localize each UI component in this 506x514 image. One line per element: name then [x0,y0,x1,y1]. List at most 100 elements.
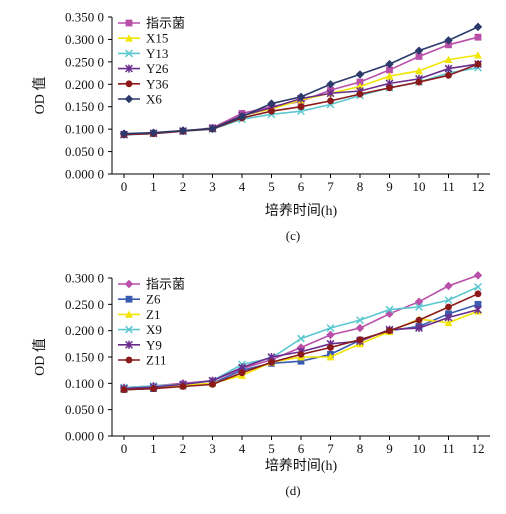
y-tick-label: 0.100 0 [65,122,104,137]
x-tick-label: 2 [180,441,187,456]
y-tick-label: 0.350 0 [65,10,104,25]
legend-marker [125,64,133,73]
data-point [444,36,453,45]
legend-item: Y36 [118,76,169,91]
data-point [474,305,482,314]
data-point [473,271,483,280]
data-point [415,53,423,60]
data-point [415,66,423,75]
data-point [474,51,482,59]
data-point [444,55,453,64]
series-line [123,274,479,389]
legend-label: Y36 [146,76,169,91]
data-point [385,72,394,80]
data-point [297,357,305,365]
data-point [178,126,188,135]
legend-marker [125,325,133,334]
data-point [327,344,334,351]
data-point [414,46,424,55]
legend-marker [124,94,134,104]
series-Z11 [120,290,482,394]
legend-marker [125,340,133,349]
data-point [473,22,483,32]
x-tick-label: 0 [121,179,128,194]
data-point [179,383,187,390]
legend-item: Y26 [118,61,169,76]
data-point [326,80,335,89]
x-tick-label: 8 [357,179,364,194]
y-tick-label: 0.200 0 [65,77,104,92]
data-point [150,385,157,392]
data-point [237,112,247,121]
legend-label: 指示菌 [146,16,185,31]
data-point [120,386,128,394]
data-point [445,303,452,311]
legend-marker [125,34,133,42]
data-point [444,281,453,291]
x-axis-label: 培养时间(h) [265,203,338,219]
data-point [208,124,217,133]
data-point [297,103,305,111]
x-tick-label: 1 [150,179,157,194]
data-point [386,327,393,335]
legend-label: X6 [146,92,162,107]
x-tick-label: 3 [209,179,216,194]
x-tick-label: 3 [209,441,216,456]
x-tick-label: 4 [239,441,246,456]
legend-label: 指示菌 [146,277,185,292]
y-tick-label: 0.250 0 [65,54,104,69]
series-X6 [119,22,483,138]
data-point [474,300,482,308]
data-point [297,334,305,343]
y-tick-label: 0.000 0 [65,167,104,182]
y-tick-label: 0.200 0 [65,323,104,338]
legend-label: X15 [146,31,168,46]
legend-item: X15 [118,31,168,46]
y-axis-label: OD 值 [32,77,48,115]
y-tick-label: 0.300 0 [65,32,104,47]
data-point [209,380,216,388]
legend-label: Z6 [146,292,161,307]
series-指示菌 [120,33,482,138]
x-tick-label: 5 [268,179,275,194]
legend-marker [124,279,134,289]
data-point [149,128,158,137]
legend-item: Z1 [118,307,160,322]
y-tick-label: 0.150 0 [65,350,104,365]
data-point [386,66,393,74]
data-point [445,71,452,79]
legend-marker [125,49,133,58]
x-tick-label: 6 [298,441,305,456]
legend-label: Y9 [146,337,162,352]
data-point [415,303,423,311]
x-tick-label: 0 [121,441,128,456]
x-tick-label: 1 [150,441,157,456]
legend-item: X9 [118,322,162,337]
data-point [414,297,424,306]
x-tick-label: 4 [239,179,246,194]
y-tick-label: 0.050 0 [65,402,104,417]
legend-item: Y9 [118,337,162,352]
data-point [474,290,482,298]
data-point [326,324,335,332]
legend-item: X6 [118,92,162,107]
legend-marker [125,356,133,364]
data-point [356,336,364,344]
data-point [326,89,335,98]
x-tick-label: 5 [268,441,275,456]
panel-caption: (c) [286,228,300,243]
series-line [123,286,479,389]
data-point [355,70,365,79]
data-point [119,129,129,138]
data-point [444,296,453,305]
data-point [326,353,335,361]
data-point [444,64,453,73]
series-X9 [120,283,482,392]
x-tick-label: 8 [357,441,364,456]
data-point [474,283,482,291]
data-point [445,41,452,49]
y-tick-label: 0.100 0 [65,376,104,391]
legend-marker [125,295,133,303]
